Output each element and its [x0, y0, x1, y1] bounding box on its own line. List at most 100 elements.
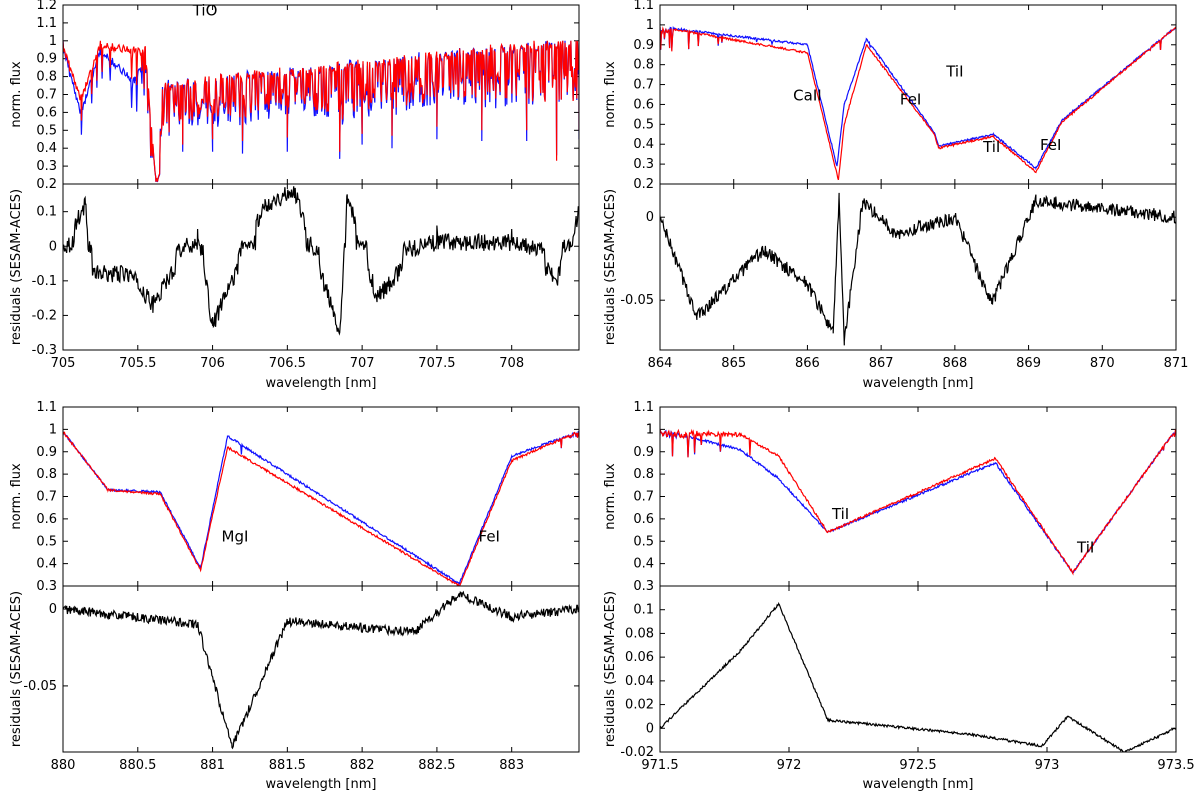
p1-top-ytick-label: 1.2: [36, 0, 57, 13]
p2-bottom-y-axis-label: residuals (SESAM-ACES): [603, 189, 618, 345]
p4-bottom-ytick-label: 0.08: [625, 626, 654, 641]
p1-top-ytick-label: 0.8: [36, 70, 57, 85]
p2-top-ytick-label: 0.3: [633, 157, 654, 172]
p2-xtick-label: 871: [1164, 356, 1189, 371]
p1-top-ytick-label: 0.4: [36, 141, 57, 156]
p4-bottom-ytick-label: 0.06: [625, 650, 654, 665]
p3-xtick-label: 882: [350, 758, 375, 773]
p1-top-series-sesam: [63, 40, 579, 182]
p3-top-series-sesam: [63, 431, 579, 586]
p1-xtick-label: 706.5: [269, 356, 306, 371]
p1-bottom-ytick-label: 0: [49, 239, 57, 254]
p4-xtick-label: 972: [777, 758, 802, 773]
p4-bottom-ytick-label: 0.1: [633, 603, 654, 618]
p2-bottom-ytick-label: -0.05: [620, 293, 654, 308]
p4-top-series-aces: [660, 429, 1176, 574]
p3-top-axes-frame: [62, 406, 580, 587]
p3-top-ytick-label: 0.7: [36, 490, 57, 505]
p4-top-ytick-label: 1.1: [633, 400, 654, 415]
p1-top-ytick-label: 1: [49, 34, 57, 49]
p2-annotation-fei: FeI: [900, 90, 921, 108]
p1-top-y-axis-label: norm. flux: [9, 61, 24, 128]
p1-xtick-label: 705: [51, 356, 76, 371]
p2-annotation-caii: CaII: [793, 86, 822, 104]
p4-xtick-label: 973.5: [1157, 758, 1194, 773]
p1-top-ytick-label: 0.5: [36, 123, 57, 138]
p3-top-ytick-label: 1: [49, 422, 57, 437]
p3-bottom-y-axis-label: residuals (SESAM-ACES): [9, 591, 24, 747]
p4-bottom-ytick-label: 0.02: [625, 698, 654, 713]
p3-xtick-label: 882.5: [418, 758, 455, 773]
p2-top-ytick-label: 0.7: [633, 78, 654, 93]
p4-xtick-label: 972.5: [899, 758, 936, 773]
p3-x-axis-label: wavelength [nm]: [266, 777, 377, 792]
p3-top-ytick-label: 0.9: [36, 445, 57, 460]
p4-bottom-series-residuals: [660, 601, 1176, 752]
p4-top-ytick-label: 0.7: [633, 490, 654, 505]
p1-top-ytick-label: 0.2: [36, 177, 57, 192]
p1-bottom-y-axis-label: residuals (SESAM-ACES): [9, 189, 24, 345]
p3-bottom-axes-frame: [62, 585, 580, 753]
p4-bottom-ytick-label: -0.02: [620, 745, 654, 760]
p2-top-ytick-label: 0.5: [633, 117, 654, 132]
p2-bottom-ytick-label: 0: [646, 210, 654, 225]
p4-top-ytick-label: 0.9: [633, 445, 654, 460]
p1-bottom-ytick-label: -0.1: [32, 274, 57, 289]
p2-xtick-label: 865: [721, 356, 746, 371]
p3-top-ytick-label: 0.8: [36, 467, 57, 482]
p2-xtick-label: 866: [795, 356, 820, 371]
p4-bottom-axes-frame: [659, 585, 1177, 753]
p3-xtick-label: 880.5: [119, 758, 156, 773]
p4-x-axis-label: wavelength [nm]: [863, 777, 974, 792]
p3-top-series-aces: [63, 431, 579, 585]
p2-top-ytick-label: 0.9: [633, 38, 654, 53]
p4-top-ytick-label: 0.3: [633, 579, 654, 594]
p4-annotation-tii: TiI: [1076, 538, 1094, 556]
p1-bottom-axes-frame: [62, 183, 580, 351]
p1-top-series-aces: [63, 40, 579, 183]
p1-top-ytick-label: 1.1: [36, 16, 57, 31]
p2-bottom-axes-frame: [659, 183, 1177, 351]
p2-annotation-tii: TiI: [982, 138, 1000, 156]
p1-bottom-ytick-label: 0.1: [36, 205, 57, 220]
p1-top-ytick-label: 0.6: [36, 105, 57, 120]
p3-bottom-ytick-label: -0.05: [23, 679, 57, 694]
p1-bottom-ytick-label: -0.2: [32, 308, 57, 323]
p1-top-ytick-label: 0.7: [36, 88, 57, 103]
p3-top-ytick-label: 1.1: [36, 400, 57, 415]
p2-top-series-sesam: [660, 26, 1176, 181]
p4-top-ytick-label: 0.4: [633, 557, 654, 572]
p3-top-ytick-label: 0.4: [36, 557, 57, 572]
p2-xtick-label: 864: [648, 356, 673, 371]
p2-annotation-fei: FeI: [1040, 136, 1061, 154]
p3-xtick-label: 881: [200, 758, 225, 773]
p2-top-y-axis-label: norm. flux: [603, 61, 618, 128]
p1-bottom-series-residuals: [63, 186, 579, 336]
p2-xtick-label: 869: [1016, 356, 1041, 371]
p3-xtick-label: 880: [51, 758, 76, 773]
p3-xtick-label: 883: [499, 758, 524, 773]
p3-xtick-label: 881.5: [269, 758, 306, 773]
p4-top-ytick-label: 0.5: [633, 534, 654, 549]
p4-top-ytick-label: 0.6: [633, 512, 654, 527]
p2-top-ytick-label: 1: [646, 18, 654, 33]
p4-xtick-label: 971.5: [641, 758, 678, 773]
p1-xtick-label: 706: [200, 356, 225, 371]
p4-bottom-y-axis-label: residuals (SESAM-ACES): [603, 591, 618, 747]
p3-bottom-series-residuals: [63, 590, 579, 750]
p4-top-ytick-label: 1: [646, 422, 654, 437]
p1-x-axis-label: wavelength [nm]: [266, 376, 377, 391]
p2-top-ytick-label: 0.2: [633, 177, 654, 192]
p3-bottom-ytick-label: 0: [49, 602, 57, 617]
p3-top-ytick-label: 0.6: [36, 512, 57, 527]
p2-top-ytick-label: 0.8: [633, 58, 654, 73]
p2-top-ytick-label: 0.4: [633, 137, 654, 152]
p1-top-ytick-label: 0.3: [36, 159, 57, 174]
p4-bottom-ytick-label: 0: [646, 721, 654, 736]
p2-top-series-aces: [660, 25, 1176, 171]
p1-xtick-label: 708: [499, 356, 524, 371]
p2-x-axis-label: wavelength [nm]: [863, 376, 974, 391]
p4-top-y-axis-label: norm. flux: [603, 463, 618, 530]
p1-xtick-label: 707.5: [418, 356, 455, 371]
